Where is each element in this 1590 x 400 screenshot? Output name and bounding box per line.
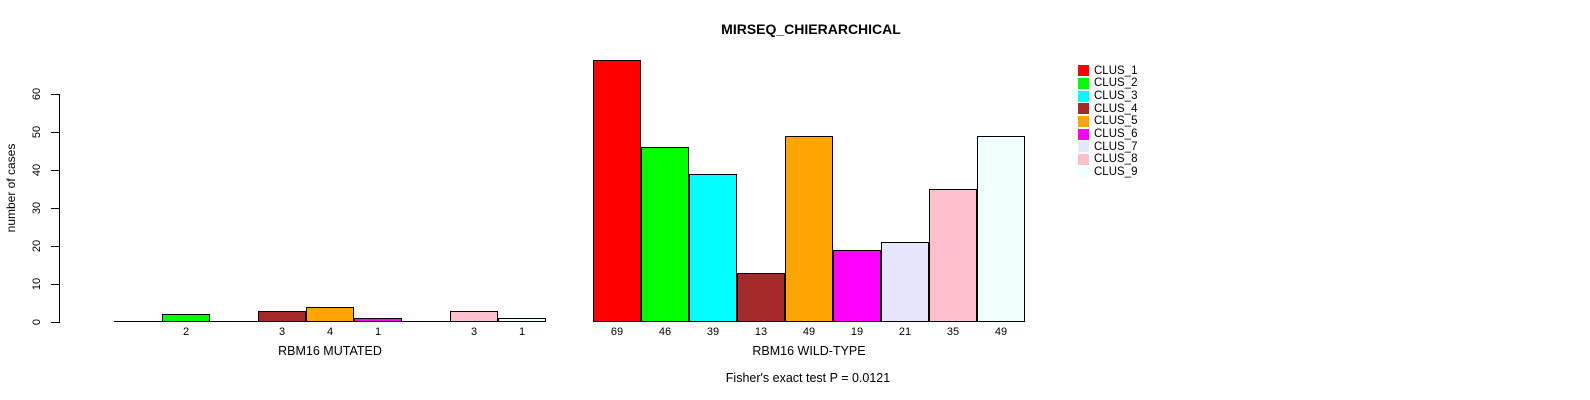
legend-label: CLUS_1: [1094, 64, 1138, 77]
bar-value-label: 1: [518, 326, 526, 338]
bar-clus_2: [162, 314, 210, 322]
chart-title: MIRSEQ_CHIERARCHICAL: [721, 21, 901, 37]
x-axis-label-rbm16-wild-type: RBM16 WILD-TYPE: [752, 344, 866, 358]
bar-clus_6: [833, 250, 881, 322]
bar-clus_5: [306, 307, 354, 322]
bar-value-label: 2: [182, 326, 190, 338]
legend-item-clus_4: CLUS_4: [1078, 103, 1137, 116]
legend-swatch: [1078, 90, 1089, 102]
bar-value-label: 1: [374, 326, 382, 338]
y-axis-tick: [51, 284, 60, 285]
bar-clus_8: [450, 311, 498, 322]
bar-clus_7-zero: [402, 321, 450, 322]
bar-clus_3-zero: [210, 321, 258, 322]
bar-value-label: 21: [898, 326, 912, 338]
bar-clus_5: [785, 136, 833, 322]
bar-value-label: 4: [326, 326, 334, 338]
legend-swatch: [1078, 116, 1089, 128]
legend-swatch: [1078, 141, 1089, 153]
legend-label: CLUS_9: [1094, 166, 1138, 178]
legend-item-clus_7: CLUS_7: [1078, 141, 1137, 154]
legend-swatch: [1078, 154, 1089, 166]
bar-value-label: 3: [470, 326, 478, 338]
legend-swatch: [1078, 65, 1089, 77]
bar-value-label: 69: [610, 326, 624, 338]
bar-clus_4: [737, 273, 785, 322]
legend-swatch: [1078, 128, 1089, 140]
legend: CLUS_1 CLUS_2 CLUS_3 CLUS_4 CLUS_5 CLUS_6 CLUS…: [1078, 65, 1137, 179]
y-axis-tick: [51, 322, 60, 323]
bar-clus_3: [689, 174, 737, 322]
legend-item-clus_2: CLUS_2: [1078, 77, 1137, 90]
legend-label: CLUS_2: [1094, 77, 1138, 90]
legend-item-clus_8: CLUS_8: [1078, 153, 1137, 166]
bar-value-label: 39: [706, 326, 720, 338]
bar-value-label: 49: [802, 326, 816, 338]
legend-swatch: [1078, 103, 1089, 115]
y-axis-tick-label: 10: [31, 277, 43, 291]
y-axis-tick-label: 30: [31, 201, 43, 215]
fishers-exact-test-annotation: Fisher's exact test P = 0.0121: [725, 371, 891, 385]
legend-item-clus_5: CLUS_5: [1078, 115, 1137, 128]
y-axis-tick: [51, 246, 60, 247]
legend-label: CLUS_4: [1094, 102, 1138, 115]
legend-label: CLUS_5: [1094, 115, 1138, 128]
y-axis-tick: [51, 170, 60, 171]
bar-clus_2: [641, 147, 689, 322]
bar-clus_9: [498, 318, 546, 322]
legend-label: CLUS_3: [1094, 89, 1138, 102]
legend-label: CLUS_8: [1094, 153, 1138, 166]
y-axis-tick: [51, 94, 60, 95]
y-axis-tick-label: 20: [31, 239, 43, 253]
bar-clus_1: [593, 60, 641, 322]
legend-label: CLUS_7: [1094, 140, 1138, 153]
y-axis-tick-label: 40: [31, 163, 43, 177]
y-axis-tick: [51, 208, 60, 209]
y-axis-title: number of cases: [4, 143, 18, 233]
legend-swatch: [1078, 78, 1089, 90]
legend-label: CLUS_6: [1094, 127, 1138, 140]
bar-value-label: 13: [754, 326, 768, 338]
y-axis-tick-label: 60: [31, 87, 43, 101]
bar-value-label: 35: [946, 326, 960, 338]
y-axis-tick-label: 50: [31, 125, 43, 139]
bar-clus_8: [929, 189, 977, 322]
bar-clus_6: [354, 318, 402, 322]
bar-value-label: 46: [658, 326, 672, 338]
legend-item-clus_1: CLUS_1: [1078, 65, 1137, 78]
bar-clus_7: [881, 242, 929, 322]
y-axis-tick-label: 0: [31, 318, 43, 326]
y-axis-tick: [51, 132, 60, 133]
bar-value-label: 49: [994, 326, 1008, 338]
x-axis-label-rbm16-mutated: RBM16 MUTATED: [278, 344, 382, 358]
bar-clus_9: [977, 136, 1025, 322]
bar-clus_1-zero: [114, 321, 162, 322]
legend-item-clus_9: CLUS_9: [1078, 166, 1137, 179]
bar-value-label: 3: [278, 326, 286, 338]
legend-item-clus_6: CLUS_6: [1078, 128, 1137, 141]
bar-clus_4: [258, 311, 306, 322]
bar-value-label: 19: [850, 326, 864, 338]
legend-item-clus_3: CLUS_3: [1078, 90, 1137, 103]
legend-swatch: [1078, 166, 1089, 178]
